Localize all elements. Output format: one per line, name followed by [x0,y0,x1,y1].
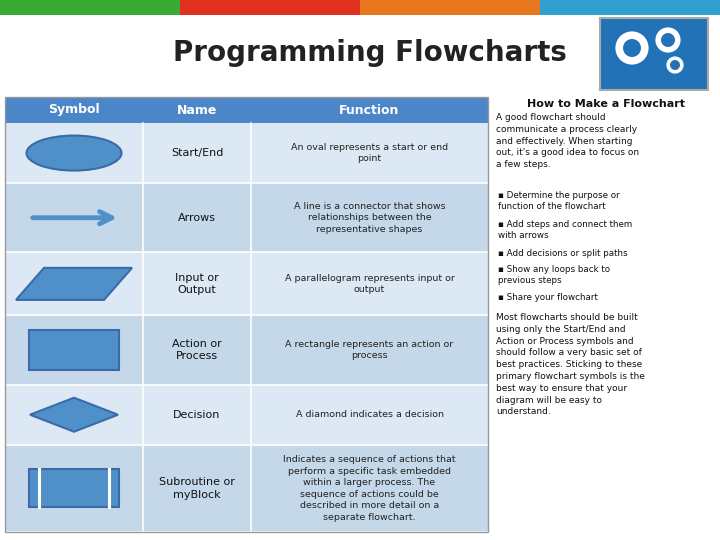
Text: A line is a connector that shows
relationships between the
representative shapes: A line is a connector that shows relatio… [294,202,445,234]
Bar [5,123,488,183]
Circle shape [614,30,650,66]
Text: A rectangle represents an action or
process: A rectangle represents an action or proc… [285,340,454,360]
Text: A parallelogram represents input or
output: A parallelogram represents input or outp… [284,274,454,294]
Bar [5,445,488,532]
Text: Subroutine or
myBlock: Subroutine or myBlock [159,477,235,500]
Text: Arrows: Arrows [178,213,216,222]
Bar [5,252,488,315]
Text: Action or
Process: Action or Process [172,339,222,361]
Text: A good flowchart should
communicate a process clearly
and effectively. When star: A good flowchart should communicate a pr… [496,113,639,169]
Text: How to Make a Flowchart: How to Make a Flowchart [527,99,685,109]
Circle shape [661,33,675,47]
Bar [5,315,488,384]
Bar [180,0,360,15]
Bar [0,0,180,15]
Circle shape [665,55,685,75]
Text: Input or
Output: Input or Output [175,273,219,295]
Bar [600,18,708,90]
Bar [5,384,488,445]
Polygon shape [16,268,132,300]
Bar [5,183,488,252]
Bar [5,97,488,532]
Text: Function: Function [339,104,400,117]
Bar [540,0,720,15]
Text: Programming Flowcharts: Programming Flowcharts [173,39,567,67]
Text: Indicates a sequence of actions that
perform a specific task embedded
within a l: Indicates a sequence of actions that per… [283,455,456,522]
Text: ▪ Add decisions or split paths: ▪ Add decisions or split paths [498,249,628,258]
Text: An oval represents a start or end
point: An oval represents a start or end point [291,143,448,163]
Polygon shape [30,398,118,431]
Text: ▪ Determine the purpose or
function of the flowchart: ▪ Determine the purpose or function of t… [498,191,620,211]
Circle shape [670,60,680,70]
Text: ▪ Share your flowchart: ▪ Share your flowchart [498,294,598,302]
Bar [29,330,119,370]
Bar [29,469,119,508]
Text: Most flowcharts should be built
using only the Start/End and
Action or Process s: Most flowcharts should be built using on… [496,313,645,416]
Text: Symbol: Symbol [48,104,100,117]
Ellipse shape [27,136,122,171]
Circle shape [623,39,641,57]
Text: Start/End: Start/End [171,148,223,158]
Circle shape [654,26,682,54]
Text: A diamond indicates a decision: A diamond indicates a decision [295,410,444,419]
Bar [5,97,488,123]
Text: Name: Name [177,104,217,117]
Text: ▪ Show any loops back to
previous steps: ▪ Show any loops back to previous steps [498,265,610,285]
Text: Decision: Decision [174,410,221,420]
Bar [360,0,540,15]
Text: ▪ Add steps and connect them
with arrows: ▪ Add steps and connect them with arrows [498,220,632,240]
